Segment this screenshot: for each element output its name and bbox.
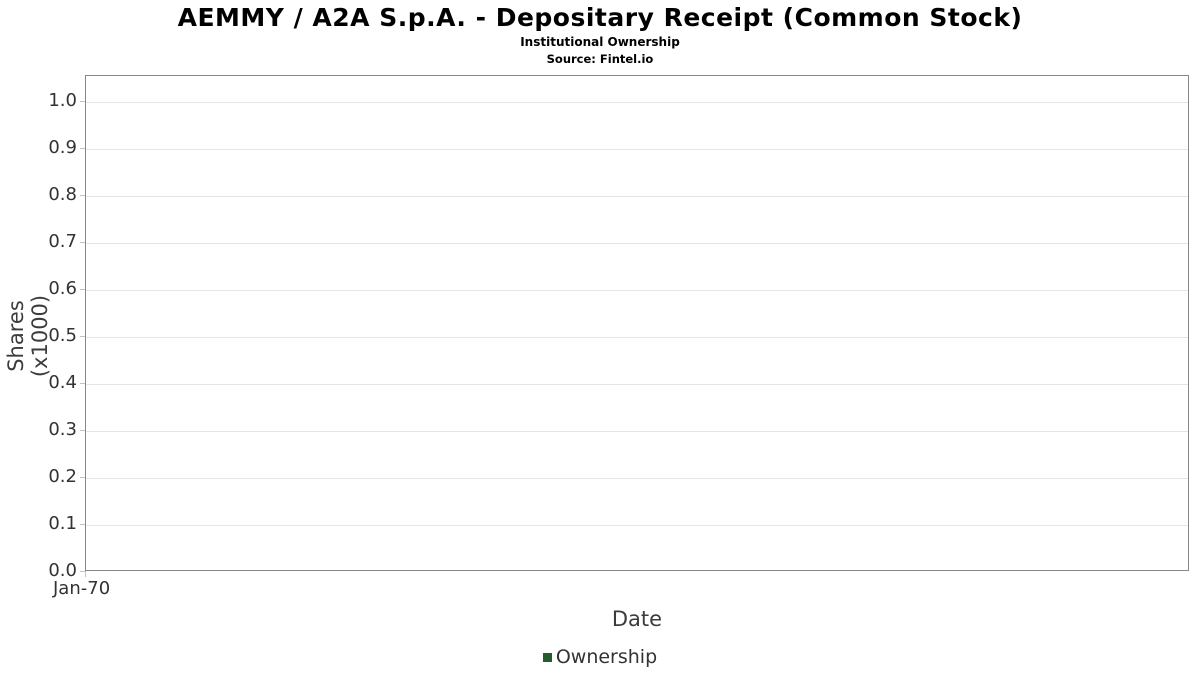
y-tick-label: 0.1 xyxy=(48,513,77,534)
y-tick-label: 0.9 xyxy=(48,137,77,158)
y-tick-mark xyxy=(80,383,85,384)
y-tick-label: 0.0 xyxy=(48,560,77,581)
gridline xyxy=(86,431,1188,432)
y-tick-mark xyxy=(80,430,85,431)
x-tick-label: Jan-70 xyxy=(53,578,111,599)
y-tick-mark xyxy=(80,148,85,149)
y-tick-label: 1.0 xyxy=(48,90,77,111)
y-tick-label: 0.6 xyxy=(48,278,77,299)
gridline xyxy=(86,149,1188,150)
y-tick-mark xyxy=(80,571,85,572)
y-axis-label: Shares (x1000) xyxy=(4,294,52,378)
legend[interactable]: Ownership xyxy=(0,645,1200,669)
gridline xyxy=(86,525,1188,526)
y-tick-mark xyxy=(80,101,85,102)
y-tick-mark xyxy=(80,336,85,337)
chart-title: AEMMY / A2A S.p.A. - Depositary Receipt … xyxy=(177,3,1023,32)
y-tick-mark xyxy=(80,195,85,196)
y-tick-label: 0.4 xyxy=(48,372,77,393)
gridline xyxy=(86,196,1188,197)
y-tick-label: 0.7 xyxy=(48,231,77,252)
gridline xyxy=(86,102,1188,103)
gridline xyxy=(86,290,1188,291)
chart-subtitle: Institutional Ownership xyxy=(520,35,680,49)
y-tick-mark xyxy=(80,289,85,290)
y-tick-label: 0.3 xyxy=(48,419,77,440)
legend-marker-square-icon xyxy=(542,652,552,662)
y-tick-mark xyxy=(80,242,85,243)
gridline xyxy=(86,337,1188,338)
y-tick-label: 0.5 xyxy=(48,325,77,346)
plot-area xyxy=(85,75,1189,571)
legend-label: Ownership xyxy=(555,646,658,668)
y-tick-mark xyxy=(80,524,85,525)
gridline xyxy=(86,243,1188,244)
y-tick-label: 0.2 xyxy=(48,466,77,487)
chart-source: Source: Fintel.io xyxy=(546,52,654,66)
y-tick-label: 0.8 xyxy=(48,184,77,205)
gridline xyxy=(86,384,1188,385)
x-axis-label: Date xyxy=(611,607,663,631)
x-tick-mark xyxy=(85,571,86,577)
gridline xyxy=(86,478,1188,479)
y-tick-mark xyxy=(80,477,85,478)
